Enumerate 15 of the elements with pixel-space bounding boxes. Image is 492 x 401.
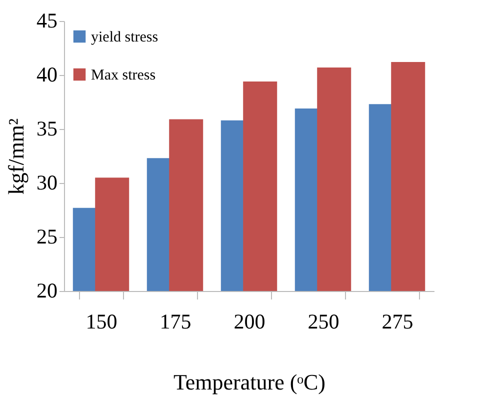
y-tick-label: 40 [36,62,58,86]
y-tick-label: 20 [36,278,58,302]
x-tick-label: 150 [86,310,118,334]
y-tick-label: 45 [36,8,58,32]
y-tick-label: 35 [36,116,58,140]
x-tick-label: 275 [382,310,414,334]
y-axis-title: kgf/mm² [4,118,28,195]
y-tick-label: 30 [36,170,58,194]
legend-label: Max stress [91,68,156,84]
y-tick-label: 25 [36,224,58,248]
x-tick-label: 175 [160,310,192,334]
x-axis-title: Temperature (ᵒC) [173,370,326,394]
legend-label: yield stress [91,30,158,46]
x-tick-label: 250 [308,310,340,334]
x-tick-label: 200 [234,310,266,334]
